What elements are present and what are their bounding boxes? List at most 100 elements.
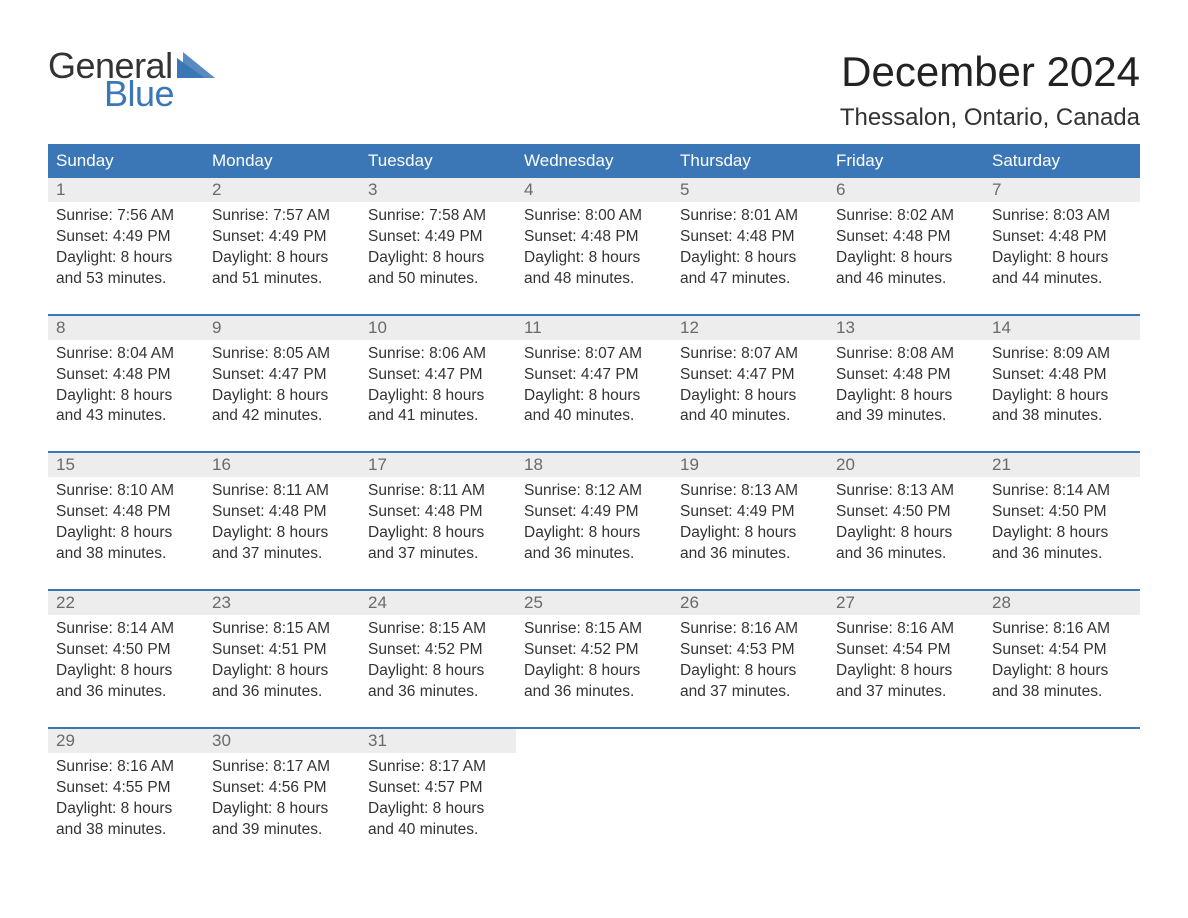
title-block: December 2024 Thessalon, Ontario, Canada: [840, 48, 1140, 132]
day-sunrise: Sunrise: 8:08 AM: [836, 344, 976, 365]
day-day1: Daylight: 8 hours: [680, 248, 820, 269]
day-day2: and 37 minutes.: [212, 544, 352, 565]
day-day2: and 38 minutes.: [992, 682, 1132, 703]
day-number: 21: [984, 453, 1140, 477]
day-number: 17: [360, 453, 516, 477]
day-body: Sunrise: 8:16 AMSunset: 4:54 PMDaylight:…: [984, 615, 1140, 709]
day-number: 30: [204, 729, 360, 753]
day-day2: and 38 minutes.: [992, 406, 1132, 427]
day-sunset: Sunset: 4:57 PM: [368, 778, 508, 799]
day-body: Sunrise: 8:15 AMSunset: 4:52 PMDaylight:…: [360, 615, 516, 709]
location-text: Thessalon, Ontario, Canada: [840, 104, 1140, 132]
day-number: 31: [360, 729, 516, 753]
day-day2: and 47 minutes.: [680, 269, 820, 290]
day-day1: Daylight: 8 hours: [992, 386, 1132, 407]
day-sunset: Sunset: 4:49 PM: [524, 502, 664, 523]
day-number: 10: [360, 316, 516, 340]
logo: General Blue: [48, 48, 215, 112]
calendar-day: 6Sunrise: 8:02 AMSunset: 4:48 PMDaylight…: [828, 178, 984, 296]
day-number: 26: [672, 591, 828, 615]
day-body: Sunrise: 8:05 AMSunset: 4:47 PMDaylight:…: [204, 340, 360, 434]
calendar-day: 26Sunrise: 8:16 AMSunset: 4:53 PMDayligh…: [672, 591, 828, 709]
day-day2: and 39 minutes.: [212, 820, 352, 841]
dow-saturday: Saturday: [984, 144, 1140, 178]
day-day1: Daylight: 8 hours: [212, 523, 352, 544]
day-body: Sunrise: 8:16 AMSunset: 4:53 PMDaylight:…: [672, 615, 828, 709]
day-sunrise: Sunrise: 8:14 AM: [56, 619, 196, 640]
day-day2: and 51 minutes.: [212, 269, 352, 290]
calendar-day: 11Sunrise: 8:07 AMSunset: 4:47 PMDayligh…: [516, 316, 672, 434]
day-number: 15: [48, 453, 204, 477]
day-sunset: Sunset: 4:50 PM: [992, 502, 1132, 523]
day-sunrise: Sunrise: 8:01 AM: [680, 206, 820, 227]
day-day2: and 39 minutes.: [836, 406, 976, 427]
day-day1: Daylight: 8 hours: [56, 523, 196, 544]
day-day1: Daylight: 8 hours: [368, 661, 508, 682]
calendar-day: 21Sunrise: 8:14 AMSunset: 4:50 PMDayligh…: [984, 453, 1140, 571]
day-sunset: Sunset: 4:47 PM: [524, 365, 664, 386]
day-day2: and 36 minutes.: [524, 682, 664, 703]
day-body: Sunrise: 8:08 AMSunset: 4:48 PMDaylight:…: [828, 340, 984, 434]
day-body: Sunrise: 8:02 AMSunset: 4:48 PMDaylight:…: [828, 202, 984, 296]
day-sunrise: Sunrise: 8:12 AM: [524, 481, 664, 502]
day-day1: Daylight: 8 hours: [524, 661, 664, 682]
day-sunset: Sunset: 4:48 PM: [524, 227, 664, 248]
calendar-day: 29Sunrise: 8:16 AMSunset: 4:55 PMDayligh…: [48, 729, 204, 847]
day-body: Sunrise: 8:11 AMSunset: 4:48 PMDaylight:…: [204, 477, 360, 571]
day-day2: and 38 minutes.: [56, 544, 196, 565]
day-body: Sunrise: 8:09 AMSunset: 4:48 PMDaylight:…: [984, 340, 1140, 434]
calendar-day: 8Sunrise: 8:04 AMSunset: 4:48 PMDaylight…: [48, 316, 204, 434]
day-sunrise: Sunrise: 8:10 AM: [56, 481, 196, 502]
day-number: 7: [984, 178, 1140, 202]
calendar-day: 5Sunrise: 8:01 AMSunset: 4:48 PMDaylight…: [672, 178, 828, 296]
day-number: 3: [360, 178, 516, 202]
day-body: Sunrise: 8:10 AMSunset: 4:48 PMDaylight:…: [48, 477, 204, 571]
day-number: 19: [672, 453, 828, 477]
day-day1: Daylight: 8 hours: [992, 661, 1132, 682]
day-day2: and 36 minutes.: [212, 682, 352, 703]
day-sunrise: Sunrise: 8:15 AM: [212, 619, 352, 640]
day-sunset: Sunset: 4:47 PM: [680, 365, 820, 386]
calendar-day: 24Sunrise: 8:15 AMSunset: 4:52 PMDayligh…: [360, 591, 516, 709]
day-day1: Daylight: 8 hours: [212, 799, 352, 820]
calendar-day: [672, 729, 828, 847]
day-sunrise: Sunrise: 8:16 AM: [56, 757, 196, 778]
day-day1: Daylight: 8 hours: [212, 248, 352, 269]
day-sunset: Sunset: 4:48 PM: [680, 227, 820, 248]
day-body: Sunrise: 8:14 AMSunset: 4:50 PMDaylight:…: [48, 615, 204, 709]
day-body: Sunrise: 8:07 AMSunset: 4:47 PMDaylight:…: [516, 340, 672, 434]
day-day2: and 36 minutes.: [524, 544, 664, 565]
day-sunset: Sunset: 4:49 PM: [212, 227, 352, 248]
day-body: Sunrise: 8:11 AMSunset: 4:48 PMDaylight:…: [360, 477, 516, 571]
day-sunset: Sunset: 4:49 PM: [56, 227, 196, 248]
day-day1: Daylight: 8 hours: [56, 661, 196, 682]
calendar-day: 20Sunrise: 8:13 AMSunset: 4:50 PMDayligh…: [828, 453, 984, 571]
day-sunrise: Sunrise: 8:03 AM: [992, 206, 1132, 227]
day-day1: Daylight: 8 hours: [524, 248, 664, 269]
day-day2: and 41 minutes.: [368, 406, 508, 427]
day-day2: and 40 minutes.: [680, 406, 820, 427]
week-row: 22Sunrise: 8:14 AMSunset: 4:50 PMDayligh…: [48, 589, 1140, 709]
page-title: December 2024: [840, 48, 1140, 96]
day-sunset: Sunset: 4:56 PM: [212, 778, 352, 799]
day-sunrise: Sunrise: 8:16 AM: [836, 619, 976, 640]
day-sunset: Sunset: 4:52 PM: [524, 640, 664, 661]
day-sunset: Sunset: 4:48 PM: [368, 502, 508, 523]
day-body: Sunrise: 8:16 AMSunset: 4:55 PMDaylight:…: [48, 753, 204, 847]
day-sunrise: Sunrise: 8:02 AM: [836, 206, 976, 227]
day-number: 9: [204, 316, 360, 340]
day-day2: and 37 minutes.: [836, 682, 976, 703]
dow-wednesday: Wednesday: [516, 144, 672, 178]
day-sunrise: Sunrise: 8:06 AM: [368, 344, 508, 365]
day-day2: and 42 minutes.: [212, 406, 352, 427]
day-day2: and 50 minutes.: [368, 269, 508, 290]
day-day2: and 40 minutes.: [524, 406, 664, 427]
day-number: 18: [516, 453, 672, 477]
calendar-day: 22Sunrise: 8:14 AMSunset: 4:50 PMDayligh…: [48, 591, 204, 709]
day-day2: and 40 minutes.: [368, 820, 508, 841]
day-number-empty: [672, 729, 828, 753]
week-row: 8Sunrise: 8:04 AMSunset: 4:48 PMDaylight…: [48, 314, 1140, 434]
day-day1: Daylight: 8 hours: [836, 386, 976, 407]
day-day1: Daylight: 8 hours: [368, 248, 508, 269]
day-day1: Daylight: 8 hours: [524, 523, 664, 544]
